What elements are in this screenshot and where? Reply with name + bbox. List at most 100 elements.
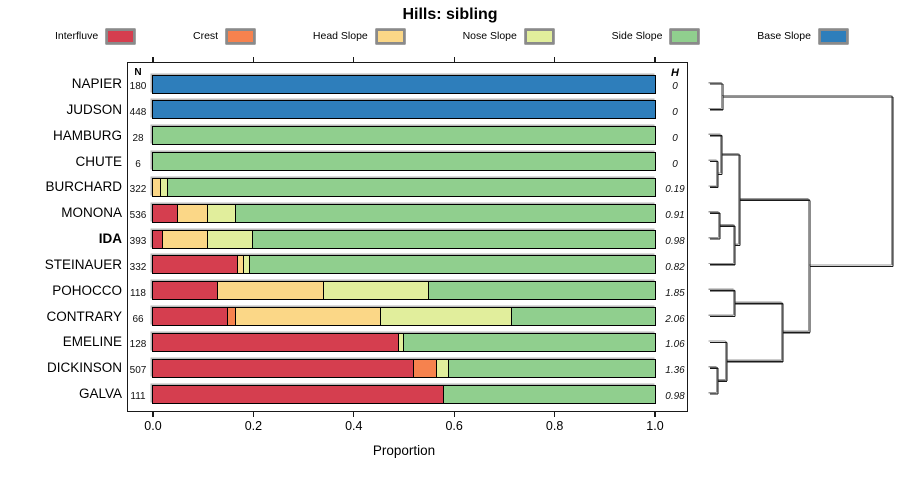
row-label: DICKINSON: [46, 360, 122, 376]
bar-segment: [323, 282, 430, 300]
stacked-bar: [152, 74, 656, 94]
n-value: 536: [129, 210, 147, 222]
n-value: 332: [129, 261, 147, 273]
row-label: POHOCCO: [52, 282, 122, 298]
n-value: 66: [132, 313, 144, 325]
stacked-bar: [152, 126, 656, 146]
legend-item: Base Slope: [757, 28, 848, 44]
h-value: 2.06: [665, 313, 685, 325]
bar-segment: [449, 359, 655, 377]
row-label: CHUTE: [75, 153, 123, 169]
bar-segment: [208, 230, 254, 248]
bar-segment: [235, 308, 382, 326]
bar-segment: [238, 256, 245, 274]
bar-segment: [163, 230, 209, 248]
bar-segment: [244, 256, 251, 274]
bar-segment: [228, 308, 236, 326]
h-value: 0: [672, 132, 678, 144]
h-value: 0.98: [665, 236, 685, 248]
axis-tick-bottom: [152, 412, 154, 417]
h-value: 0.91: [665, 210, 685, 222]
legend-swatch: [106, 28, 136, 44]
legend-label: Head Slope: [312, 30, 368, 42]
axis-tick-label: 1.0: [646, 419, 664, 433]
n-value: 128: [129, 339, 147, 351]
bar-segment: [153, 230, 164, 248]
legend-swatch: [670, 28, 700, 44]
row-label: NAPIER: [71, 76, 122, 91]
n-column-header: N: [134, 67, 142, 78]
bar-segment: [414, 359, 437, 377]
plot-area-border: [127, 62, 688, 412]
stacked-bar: [152, 307, 656, 327]
legend-label: Nose Slope: [462, 30, 517, 42]
stacked-bar: [152, 384, 656, 404]
bar-segment: [381, 308, 512, 326]
axis-tick-bottom: [252, 412, 254, 417]
axis-tick-bottom: [554, 412, 556, 417]
axis-tick-label: 0.8: [545, 419, 564, 433]
legend-swatch: [226, 28, 256, 44]
legend-label: Base Slope: [757, 30, 811, 42]
h-value: 0: [672, 81, 678, 92]
bar-segment: [444, 385, 655, 403]
n-value: 111: [130, 391, 146, 403]
bar-segment: [398, 333, 404, 351]
axis-tick-top: [654, 57, 656, 62]
h-value: 0.98: [665, 391, 685, 403]
bar-segment: [160, 178, 169, 196]
bar-segment: [153, 127, 655, 145]
bar-segment: [153, 101, 655, 119]
n-value: 118: [130, 287, 146, 299]
legend-item: Crest: [193, 28, 256, 44]
stacked-bar: [152, 281, 656, 301]
bar-segment: [218, 282, 324, 300]
axis-tick-bottom: [453, 412, 455, 417]
n-value: 180: [129, 81, 147, 92]
bar-segment: [153, 308, 229, 326]
n-value: 448: [129, 106, 147, 118]
bar-segment: [253, 230, 655, 248]
chart-title: Hills: sibling: [402, 6, 498, 23]
bar-segment: [153, 178, 161, 196]
stacked-bar: [152, 177, 656, 197]
row-label: HAMBURG: [52, 127, 122, 143]
row-label: BURCHARD: [45, 179, 122, 195]
legend-item: Head Slope: [312, 28, 405, 44]
bar-segment: [168, 178, 655, 196]
axis-tick-bottom: [353, 412, 355, 417]
x-axis-label: Proportion: [372, 443, 436, 458]
row-label: IDA: [98, 231, 122, 247]
legend-label: Crest: [193, 30, 219, 42]
bar-segment: [235, 204, 655, 222]
bar-segment: [208, 204, 236, 222]
row-label: MONONA: [61, 205, 122, 221]
h-value: 1.06: [665, 339, 685, 351]
row-label: STEINAUER: [44, 256, 122, 272]
bar-segment: [403, 333, 655, 351]
axis-tick-bottom: [654, 412, 656, 417]
bar-segment: [436, 359, 450, 377]
bar-segment: [153, 256, 239, 274]
stacked-bar: [152, 255, 656, 275]
bar-segment: [153, 153, 655, 171]
n-value: 507: [129, 365, 147, 377]
h-value: 0: [672, 158, 678, 170]
h-value: 0: [672, 106, 678, 118]
h-value: 1.36: [665, 365, 685, 377]
legend-item: Nose Slope: [462, 28, 554, 44]
bar-segment: [153, 385, 445, 403]
axis-tick-top: [554, 57, 556, 62]
legend-swatch: [524, 28, 554, 44]
axis-tick-top: [152, 57, 154, 62]
n-value: 393: [129, 236, 147, 248]
row-label: GALVA: [78, 386, 122, 402]
bar-segment: [153, 333, 399, 351]
axis-tick-top: [353, 57, 355, 62]
stacked-bar: [152, 358, 656, 378]
legend: Interfluve Crest Head Slope Nose Slope Side …: [55, 27, 848, 45]
legend-swatch: [818, 28, 848, 44]
bar-segment: [511, 308, 655, 326]
stacked-bar: [152, 100, 656, 120]
